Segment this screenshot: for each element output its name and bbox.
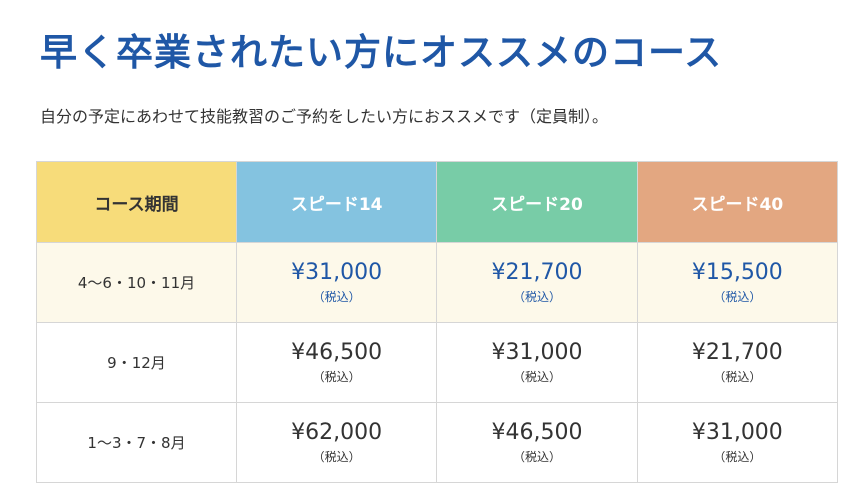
price-cell: ¥31,000 （税込） [636, 402, 839, 483]
price-cell: ¥21,700 （税込） [436, 242, 638, 323]
tax-note: （税込） [312, 289, 361, 304]
tax-note: （税込） [713, 289, 762, 304]
tax-note: （税込） [512, 289, 561, 304]
tax-note: （税込） [713, 369, 762, 384]
price-cell: ¥31,000 （税込） [436, 322, 638, 403]
price-value: ¥62,000 [291, 419, 383, 445]
period-cell: 1〜3・7・8月 [36, 402, 237, 483]
tax-note: （税込） [512, 369, 561, 384]
price-cell: ¥21,700 （税込） [636, 322, 839, 403]
page-subtitle: 自分の予定にあわせて技能教習のご予約をしたい方におススメです（定員制）。 [40, 107, 609, 126]
table-row: 4〜6・10・11月 ¥31,000 （税込） ¥21,700 （税込） ¥15… [36, 242, 839, 323]
tax-note: （税込） [512, 449, 561, 464]
table-header-row: コース期間 スピード14 スピード20 スピード40 [36, 161, 839, 243]
price-value: ¥31,000 [691, 419, 783, 445]
header-course-period: コース期間 [36, 161, 237, 243]
price-value: ¥46,500 [491, 419, 583, 445]
header-speed-14: スピード14 [235, 161, 438, 243]
price-value: ¥21,700 [691, 339, 783, 365]
course-price-table: コース期間 スピード14 スピード20 スピード40 4〜6・10・11月 ¥3… [36, 161, 839, 483]
price-cell: ¥31,000 （税込） [235, 242, 438, 323]
tax-note: （税込） [312, 369, 361, 384]
price-value: ¥21,700 [491, 259, 583, 285]
table-row: 9・12月 ¥46,500 （税込） ¥31,000 （税込） ¥21,700 … [36, 322, 839, 403]
price-cell: ¥46,500 （税込） [436, 402, 638, 483]
tax-note: （税込） [713, 449, 762, 464]
table-row: 1〜3・7・8月 ¥62,000 （税込） ¥46,500 （税込） ¥31,0… [36, 402, 839, 483]
price-cell: ¥15,500 （税込） [636, 242, 839, 323]
period-cell: 4〜6・10・11月 [36, 242, 237, 323]
header-speed-20: スピード20 [436, 161, 638, 243]
tax-note: （税込） [312, 449, 361, 464]
price-value: ¥15,500 [691, 259, 783, 285]
header-speed-40: スピード40 [636, 161, 839, 243]
period-cell: 9・12月 [36, 322, 237, 403]
page-title: 早く卒業されたい方にオススメのコース [40, 31, 723, 74]
price-cell: ¥46,500 （税込） [235, 322, 438, 403]
price-value: ¥31,000 [291, 259, 383, 285]
price-cell: ¥62,000 （税込） [235, 402, 438, 483]
price-value: ¥31,000 [491, 339, 583, 365]
price-value: ¥46,500 [291, 339, 383, 365]
